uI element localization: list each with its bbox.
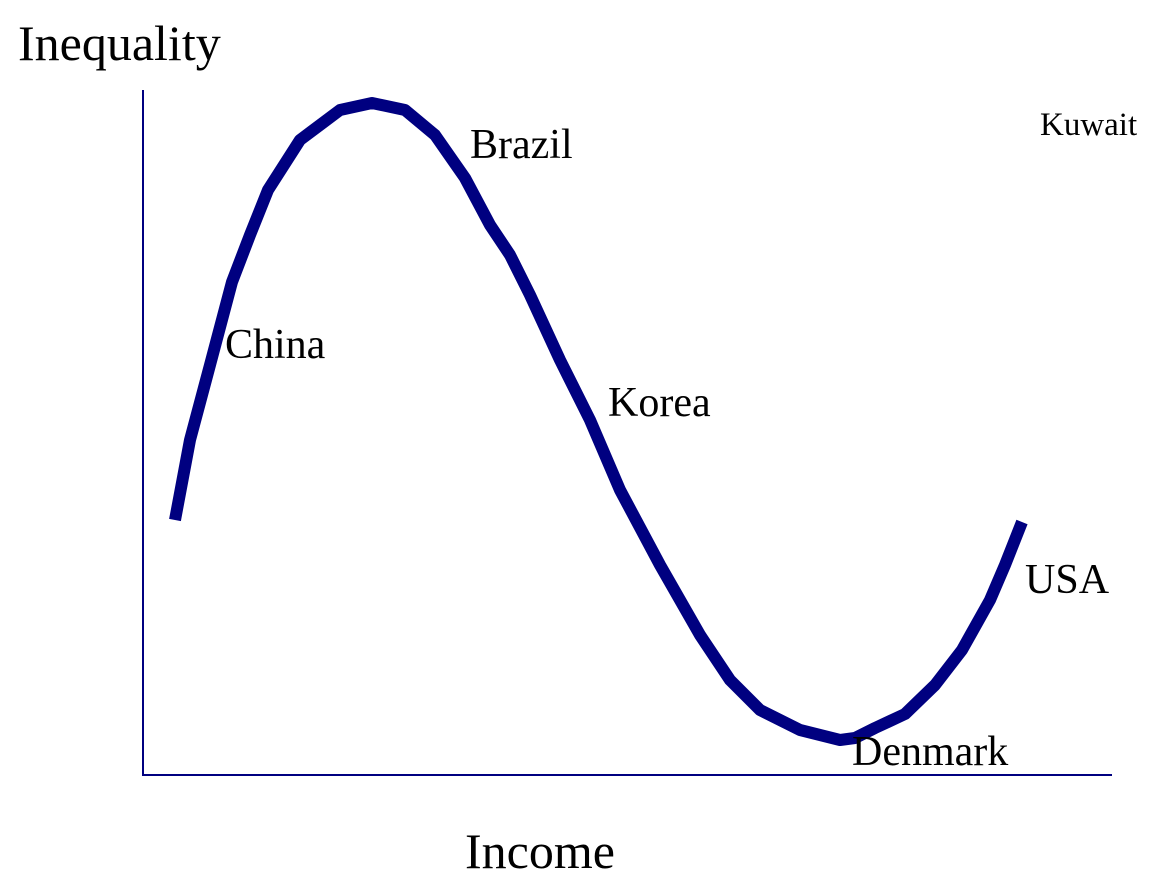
country-label: Denmark [852,729,1008,775]
country-label: Korea [608,380,711,426]
country-label: Brazil [470,122,573,168]
x-axis-label: Income [465,823,615,879]
country-label: USA [1025,557,1110,603]
country-label: Kuwait [1040,107,1137,143]
kuznets-curve [169,97,1028,746]
country-label: China [225,322,326,368]
y-axis-label: Inequality [18,15,221,71]
